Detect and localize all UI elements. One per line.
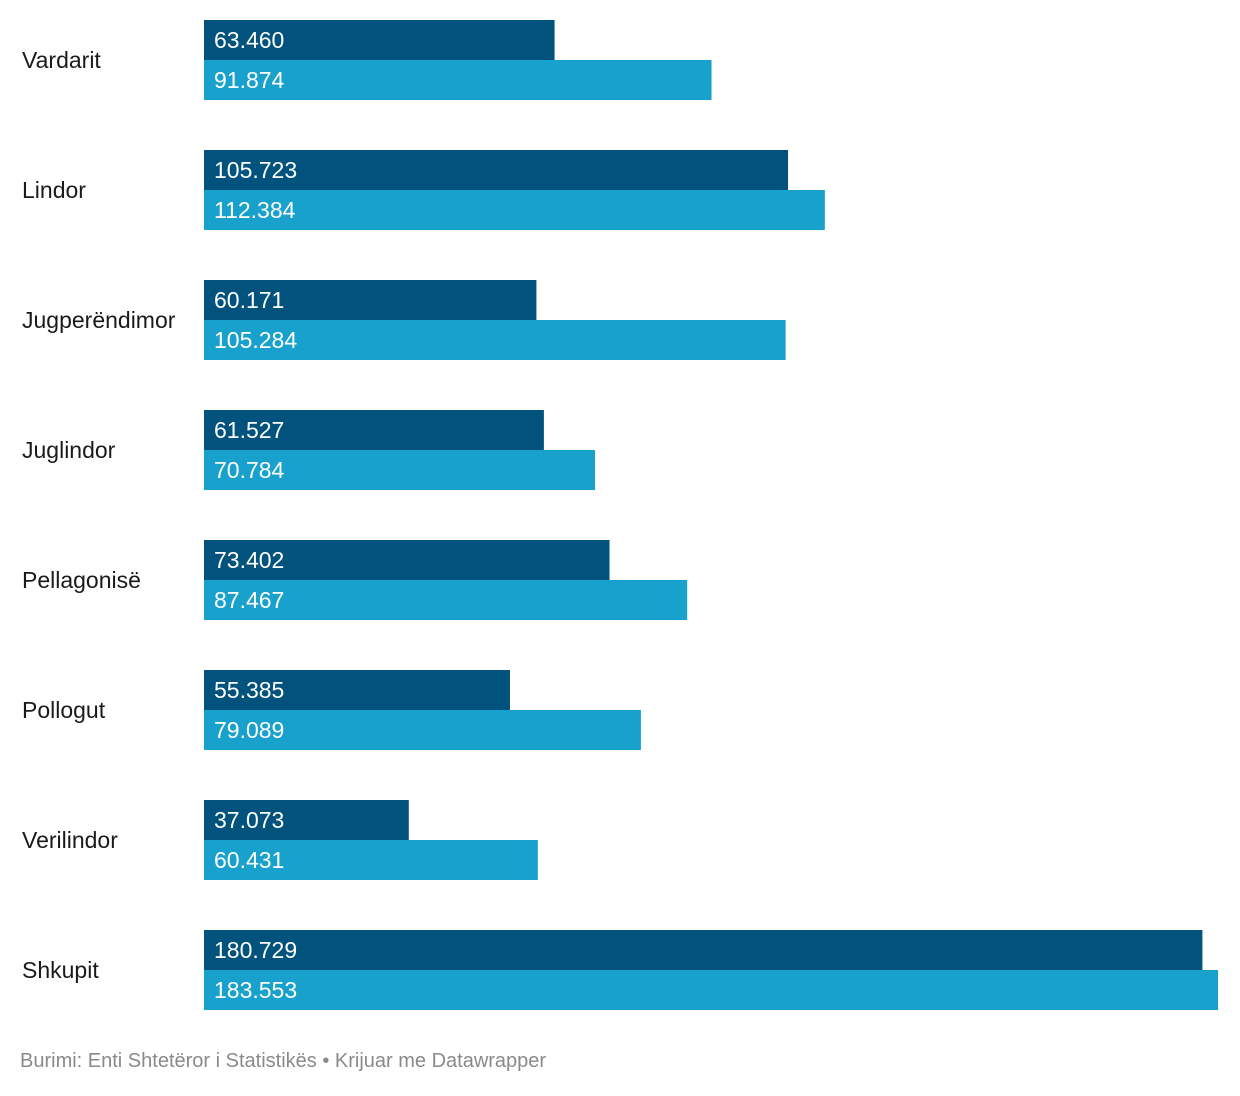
category-label: Shkupit (22, 957, 99, 983)
bar (204, 20, 555, 60)
bar-group: Verilindor 37.073 60.431 (22, 800, 538, 880)
bar-group: Pollogut 55.385 79.089 (22, 670, 641, 750)
value-label: 60.431 (214, 847, 284, 873)
bar (204, 450, 596, 490)
bar (204, 320, 786, 360)
bar-group: Lindor 105.723 112.384 (22, 150, 825, 230)
value-label: 112.384 (214, 197, 296, 223)
bar (204, 970, 1218, 1010)
bar (204, 670, 510, 710)
value-label: 91.874 (214, 67, 285, 93)
value-label: 105.723 (214, 157, 297, 183)
bar-group: Shkupit 180.729 183.553 (22, 930, 1218, 1010)
value-label: 105.284 (214, 327, 297, 353)
bar-group: Juglindor 61.527 70.784 (22, 410, 596, 490)
value-label: 70.784 (214, 457, 285, 483)
bar-group: Vardarit 63.460 91.874 (22, 20, 712, 100)
value-label: 87.467 (214, 587, 284, 613)
value-label: 183.553 (214, 977, 297, 1003)
bar-group: Jugperëndimor 60.171 105.284 (22, 280, 786, 360)
bar (204, 800, 409, 840)
bar (204, 150, 789, 190)
category-label: Jugperëndimor (22, 307, 176, 333)
bar (204, 580, 688, 620)
value-label: 60.171 (214, 287, 284, 313)
category-label: Pellagonisë (22, 567, 141, 593)
bar (204, 840, 538, 880)
value-label: 180.729 (214, 937, 297, 963)
bar (204, 540, 610, 580)
value-label: 55.385 (214, 677, 284, 703)
bar (204, 60, 712, 100)
bar-chart: Vardarit 63.460 91.874 Lindor 105.723 112.384… (22, 20, 1218, 1010)
value-label: 61.527 (214, 417, 284, 443)
category-label: Juglindor (22, 437, 116, 463)
category-label: Pollogut (22, 697, 106, 723)
value-label: 73.402 (214, 547, 284, 573)
value-label: 63.460 (214, 27, 284, 53)
value-label: 79.089 (214, 717, 284, 743)
bar (204, 710, 641, 750)
category-label: Vardarit (22, 47, 101, 73)
bar (204, 930, 1203, 970)
category-label: Lindor (22, 177, 86, 203)
bar-group: Pellagonisë 73.402 87.467 (22, 540, 688, 620)
category-label: Verilindor (22, 827, 118, 853)
bar (204, 410, 544, 450)
source-footer: Burimi: Enti Shtetëror i Statistikës • K… (20, 1050, 547, 1072)
value-label: 37.073 (214, 807, 284, 833)
bar (204, 280, 537, 320)
bar (204, 190, 825, 230)
